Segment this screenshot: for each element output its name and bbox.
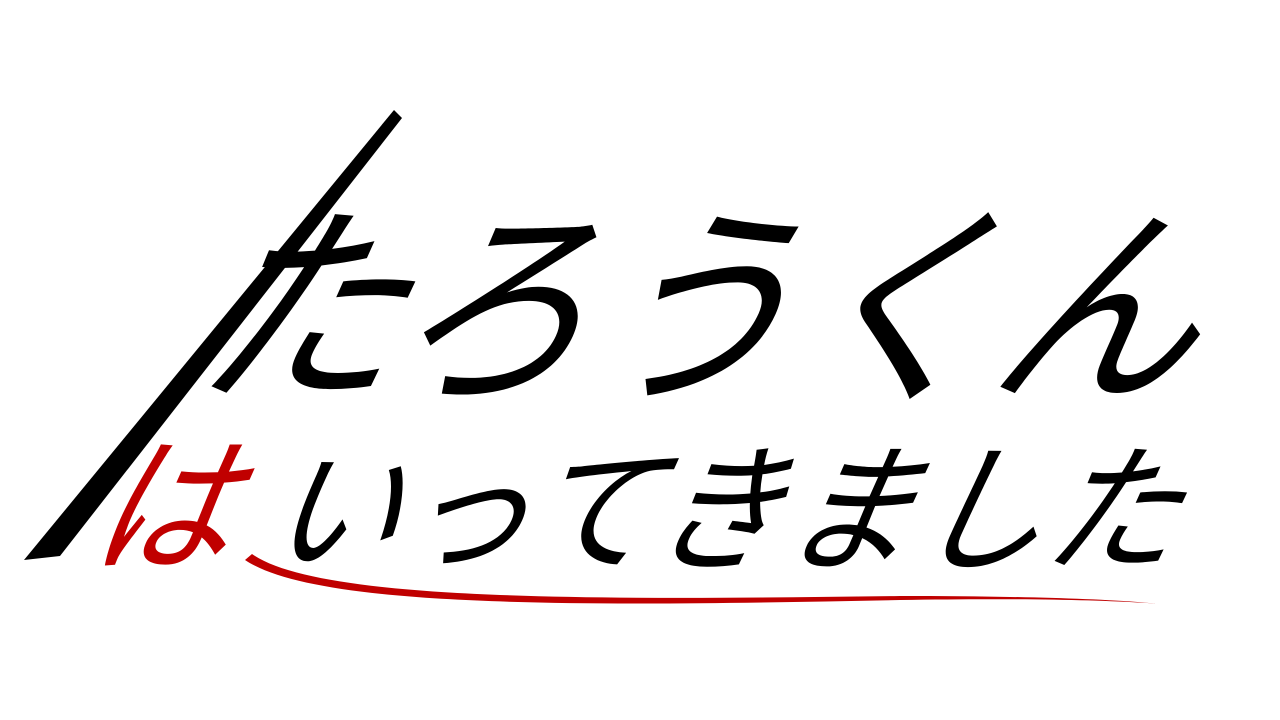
title-line1: たろうくん xyxy=(177,186,1232,436)
long-stroke xyxy=(24,110,402,560)
title-line2-rest: いってきました xyxy=(254,431,1201,593)
red-underline xyxy=(245,554,1160,604)
